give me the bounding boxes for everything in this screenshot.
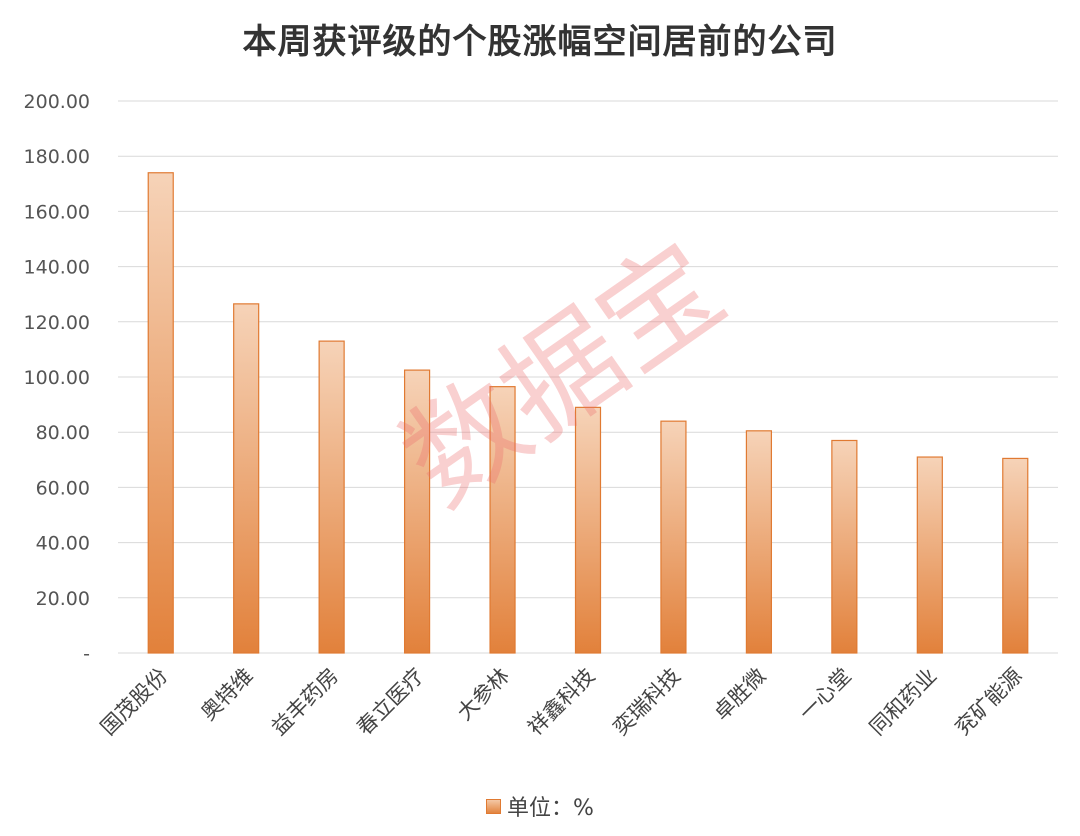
x-category-label: 大参林 [453, 664, 515, 726]
bar [1002, 457, 1029, 654]
y-tick-label: 140.00 [24, 257, 90, 279]
bar [574, 406, 602, 654]
legend-swatch [486, 798, 502, 814]
bars [147, 172, 1029, 654]
bar [233, 303, 260, 654]
x-category-label: 卓胜微 [709, 664, 771, 726]
chart-title: 本周获评级的个股涨幅空间居前的公司 [242, 22, 838, 62]
y-tick-label: 80.00 [36, 422, 90, 444]
bar [916, 456, 943, 654]
y-tick-label: 180.00 [24, 146, 90, 168]
y-tick-label: 20.00 [36, 588, 90, 610]
x-category-label: 春立医疗 [352, 664, 428, 740]
y-tick-label: 200.00 [24, 91, 90, 113]
legend: 单位：% [0, 790, 1080, 822]
x-category-label: 奥特维 [196, 664, 258, 726]
y-tick-label: 120.00 [24, 312, 90, 334]
x-category-label: 国茂股份 [96, 664, 172, 740]
x-category-label: 同和药业 [865, 664, 941, 740]
x-category-label: 益丰药房 [267, 664, 343, 740]
bar [660, 420, 687, 654]
bar [831, 439, 858, 654]
y-tick-label: 60.00 [36, 477, 90, 499]
y-tick-label: 40.00 [36, 533, 90, 555]
y-axis-ticks: - 20.00 40.00 60.00 80.00 100.00 120.00 140.00 1… [24, 91, 90, 665]
bar [147, 172, 174, 654]
y-tick-label: 100.00 [24, 367, 90, 389]
x-category-label: 奕瑞科技 [609, 664, 685, 740]
y-tick-label: - [83, 643, 90, 665]
bar [403, 369, 431, 654]
bar [745, 430, 773, 654]
legend-label: 单位：% [507, 796, 594, 821]
x-axis-labels: 国茂股份 奥特维 益丰药房 春立医疗 大参林 祥鑫科技 奕瑞科技 卓胜微 一心堂 同和药业 兖矿能源 [96, 664, 1027, 740]
x-category-label: 兖矿能源 [950, 664, 1026, 740]
x-category-label: 一心堂 [794, 664, 856, 726]
x-category-label: 祥鑫科技 [523, 664, 599, 740]
bar [489, 386, 516, 654]
bar [318, 340, 345, 654]
y-tick-label: 160.00 [24, 201, 90, 223]
